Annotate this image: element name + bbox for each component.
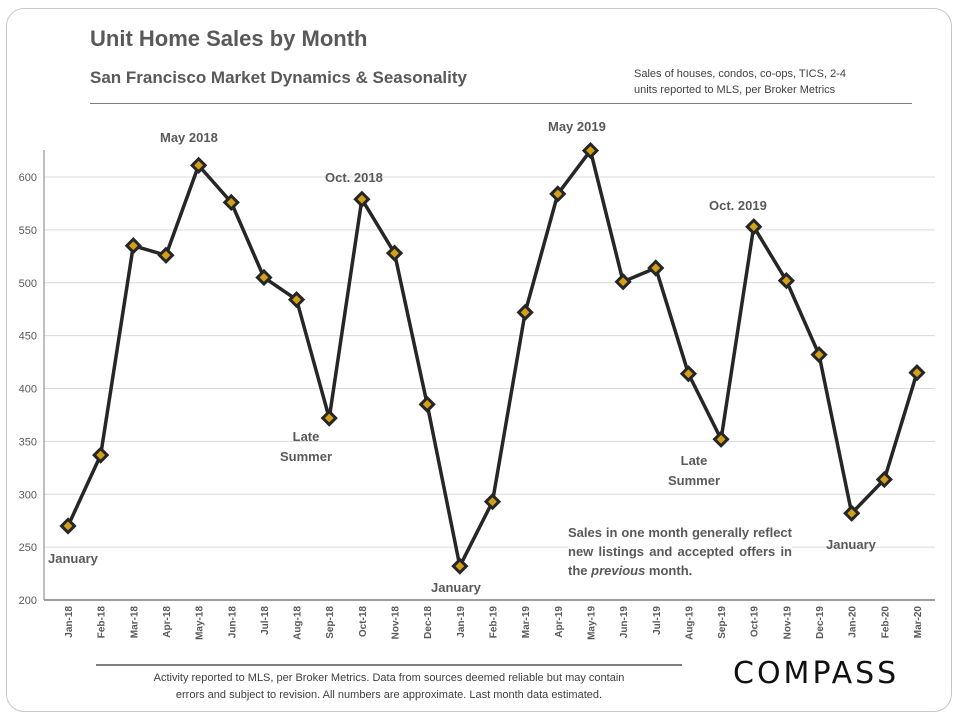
data-point-marker (124, 237, 142, 255)
callout-text: month. (645, 563, 693, 578)
data-point-marker (320, 409, 338, 427)
y-tick-label: 450 (19, 331, 37, 343)
annotation-january-2018: January (48, 551, 98, 566)
data-point-marker (222, 193, 240, 212)
x-tick-label: Jul-18 (260, 606, 271, 635)
x-tick-label: Apr-18 (162, 606, 173, 638)
x-tick-label: Jun-18 (227, 606, 238, 639)
x-tick-label: Sep-18 (325, 606, 336, 639)
data-point-marker (353, 190, 371, 208)
annotation-late-summer-2019: Late Summer (664, 451, 724, 491)
data-point-marker (92, 446, 110, 464)
data-point-marker (614, 273, 632, 291)
annotation-january-2020: January (826, 537, 876, 552)
x-tick-label: Jan-19 (456, 606, 467, 638)
x-tick-label: Aug-19 (684, 606, 695, 640)
chart-title: Unit Home Sales by Month (90, 26, 368, 51)
data-point-marker (418, 395, 436, 413)
data-point-marker (287, 291, 306, 309)
x-tick-label: Jan-20 (848, 606, 859, 638)
x-tick-label: Sep-19 (717, 606, 728, 639)
data-point-marker (843, 504, 861, 522)
disclaimer-line: errors and subject to revision. All numb… (175, 689, 603, 701)
x-tick-label: Nov-18 (391, 606, 402, 640)
x-tick-label: May-18 (195, 606, 206, 640)
x-tick-label: Apr-19 (554, 606, 565, 638)
data-point-marker (255, 268, 273, 287)
callout-note: Sales in one month generally reflect new… (568, 523, 792, 580)
data-point-marker (712, 430, 730, 448)
source-note-line: Sales of houses, condos, co-ops, TICS, 2… (634, 68, 846, 80)
y-tick-label: 600 (19, 172, 37, 184)
x-tick-label: Feb-18 (97, 606, 108, 639)
data-point-marker (483, 493, 502, 511)
data-point-marker (157, 246, 175, 264)
annotation-late-summer-2018: Late Summer (276, 427, 336, 467)
data-point-marker (777, 272, 796, 290)
x-tick-label: Mar-20 (913, 606, 924, 639)
x-tick-label: Nov-19 (782, 606, 793, 640)
data-point-marker (581, 141, 600, 160)
x-tick-label: Jul-19 (652, 606, 663, 635)
data-point-marker (59, 517, 77, 535)
annotation-text: Late (680, 453, 708, 468)
source-note: Sales of houses, condos, co-ops, TICS, 2… (634, 66, 846, 98)
data-point-marker (549, 185, 567, 203)
x-tick-label: May-19 (586, 606, 597, 640)
annotation-may-2018: May 2018 (160, 130, 218, 145)
annotation-text: Summer (667, 473, 721, 488)
y-tick-label: 250 (19, 542, 37, 554)
data-point-marker (875, 470, 893, 489)
source-note-line: units reported to MLS, per Broker Metric… (634, 84, 836, 96)
annotation-may-2019: May 2019 (548, 119, 606, 134)
chart-subtitle: San Francisco Market Dynamics & Seasonal… (90, 68, 467, 87)
callout-text: Sales in one month generally reflect new… (568, 525, 792, 578)
x-tick-label: Jan-18 (64, 606, 75, 638)
data-point-marker (385, 244, 404, 262)
header-divider (90, 103, 912, 104)
x-tick-label: Jun-19 (619, 606, 630, 639)
annotation-oct-2019: Oct. 2019 (709, 198, 767, 213)
x-tick-label: Feb-20 (880, 606, 891, 639)
data-point-marker (647, 259, 665, 277)
x-tick-label: Feb-19 (489, 606, 500, 639)
x-tick-label: Oct-18 (358, 606, 369, 638)
x-tick-label: Mar-19 (521, 606, 532, 639)
annotation-text: Late (292, 429, 320, 444)
disclaimer-line: Activity reported to MLS, per Broker Met… (153, 672, 625, 684)
x-tick-label: Oct-19 (750, 606, 761, 638)
y-tick-label: 550 (19, 225, 37, 237)
y-tick-label: 300 (19, 489, 37, 501)
data-point-marker (451, 557, 469, 575)
x-tick-label: Dec-18 (423, 606, 434, 639)
footer-divider (96, 664, 682, 666)
data-point-marker (810, 346, 828, 364)
data-point-marker (189, 156, 208, 174)
annotation-text: Summer (279, 449, 333, 464)
x-tick-label: Mar-18 (129, 606, 140, 639)
y-tick-label: 400 (19, 384, 37, 396)
annotation-january-2019: January (431, 580, 481, 595)
data-point-marker (679, 365, 698, 383)
footer-disclaimer: Activity reported to MLS, per Broker Met… (96, 670, 682, 704)
y-tick-label: 500 (19, 278, 37, 290)
annotation-oct-2018: Oct. 2018 (325, 170, 383, 185)
x-tick-label: Dec-19 (815, 606, 826, 639)
y-tick-label: 350 (19, 436, 37, 448)
compass-logo: COMPASS (733, 656, 900, 691)
data-point-marker (908, 364, 926, 382)
y-tick-label: 200 (19, 595, 37, 607)
data-point-marker (745, 218, 763, 236)
callout-emphasis: previous (591, 563, 646, 578)
data-point-marker (516, 303, 534, 321)
slide-frame (6, 8, 952, 712)
x-tick-label: Aug-18 (293, 606, 304, 640)
